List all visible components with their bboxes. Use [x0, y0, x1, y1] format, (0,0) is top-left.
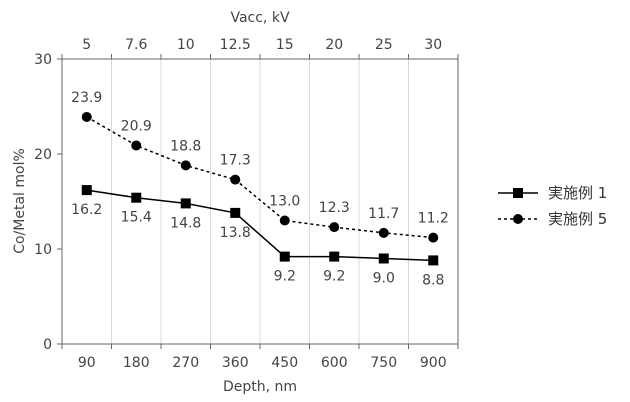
x-tick-label: 600: [321, 355, 348, 371]
top-axis-title: Vacc, kV: [230, 10, 289, 26]
data-label: 17.3: [220, 153, 251, 169]
y-tick-label: 10: [34, 242, 52, 258]
data-point-square: [329, 252, 339, 262]
data-label: 23.9: [71, 90, 102, 106]
legend-label-series-2: 実施例 5: [548, 210, 607, 228]
top-tick-label: 10: [177, 37, 195, 53]
data-point-circle: [181, 160, 191, 170]
data-label: 8.8: [422, 272, 444, 288]
legend-marker-circle: [513, 214, 523, 224]
legend-item-series-2: 実施例 5: [498, 210, 607, 228]
data-label: 11.2: [418, 211, 449, 227]
data-label: 11.7: [368, 206, 399, 222]
data-point-circle: [131, 140, 141, 150]
data-label: 12.3: [319, 200, 350, 216]
top-tick-label: 12.5: [220, 37, 251, 53]
data-label: 18.8: [170, 138, 201, 154]
legend-label-series-1: 実施例 1: [548, 184, 607, 202]
y-tick-label: 30: [34, 52, 52, 68]
data-label: 15.4: [121, 210, 152, 226]
y-axis-ticks: 0 10 20 30: [34, 52, 62, 353]
y-axis-title: Co/Metal mol%: [12, 148, 28, 254]
data-point-square: [82, 185, 92, 195]
top-tick-label: 30: [424, 37, 442, 53]
top-tick-label: 25: [375, 37, 393, 53]
data-label: 14.8: [170, 215, 201, 231]
data-point-square: [131, 193, 141, 203]
data-point-square: [428, 255, 438, 265]
legend-marker-square: [513, 188, 523, 198]
x-tick-label: 270: [172, 355, 199, 371]
x-axis-title: Depth, nm: [223, 379, 297, 395]
x-tick-label: 360: [222, 355, 249, 371]
top-axis-ticks: 5 7.6 10 12.5 15 20 25 30: [62, 37, 458, 59]
data-point-circle: [428, 233, 438, 243]
legend-item-series-1: 実施例 1: [498, 184, 607, 202]
data-point-square: [230, 208, 240, 218]
x-tick-label: 180: [123, 355, 150, 371]
data-label: 9.2: [323, 269, 345, 285]
data-point-square: [181, 198, 191, 208]
y-tick-label: 0: [43, 337, 52, 353]
x-tick-label: 900: [420, 355, 447, 371]
data-point-square: [280, 252, 290, 262]
data-label: 9.2: [274, 269, 296, 285]
data-label: 20.9: [121, 118, 152, 134]
data-label: 16.2: [71, 202, 102, 218]
data-point-circle: [280, 216, 290, 226]
data-point-circle: [379, 228, 389, 238]
top-tick-label: 15: [276, 37, 294, 53]
data-point-circle: [329, 222, 339, 232]
x-tick-label: 90: [78, 355, 96, 371]
top-tick-label: 20: [325, 37, 343, 53]
data-label: 9.0: [373, 271, 395, 287]
y-tick-label: 20: [34, 147, 52, 163]
grid-lines: [112, 59, 409, 344]
data-point-circle: [82, 112, 92, 122]
data-label: 13.8: [220, 225, 251, 241]
legend: 実施例 1 実施例 5: [498, 184, 607, 228]
data-point-square: [379, 254, 389, 264]
top-tick-label: 7.6: [125, 37, 147, 53]
data-label: 13.0: [269, 194, 300, 210]
x-tick-label: 450: [271, 355, 298, 371]
top-tick-label: 5: [82, 37, 91, 53]
x-axis-ticks: 90 180 270 360 450 600 750 900: [62, 344, 458, 371]
x-tick-label: 750: [370, 355, 397, 371]
data-point-circle: [230, 175, 240, 185]
